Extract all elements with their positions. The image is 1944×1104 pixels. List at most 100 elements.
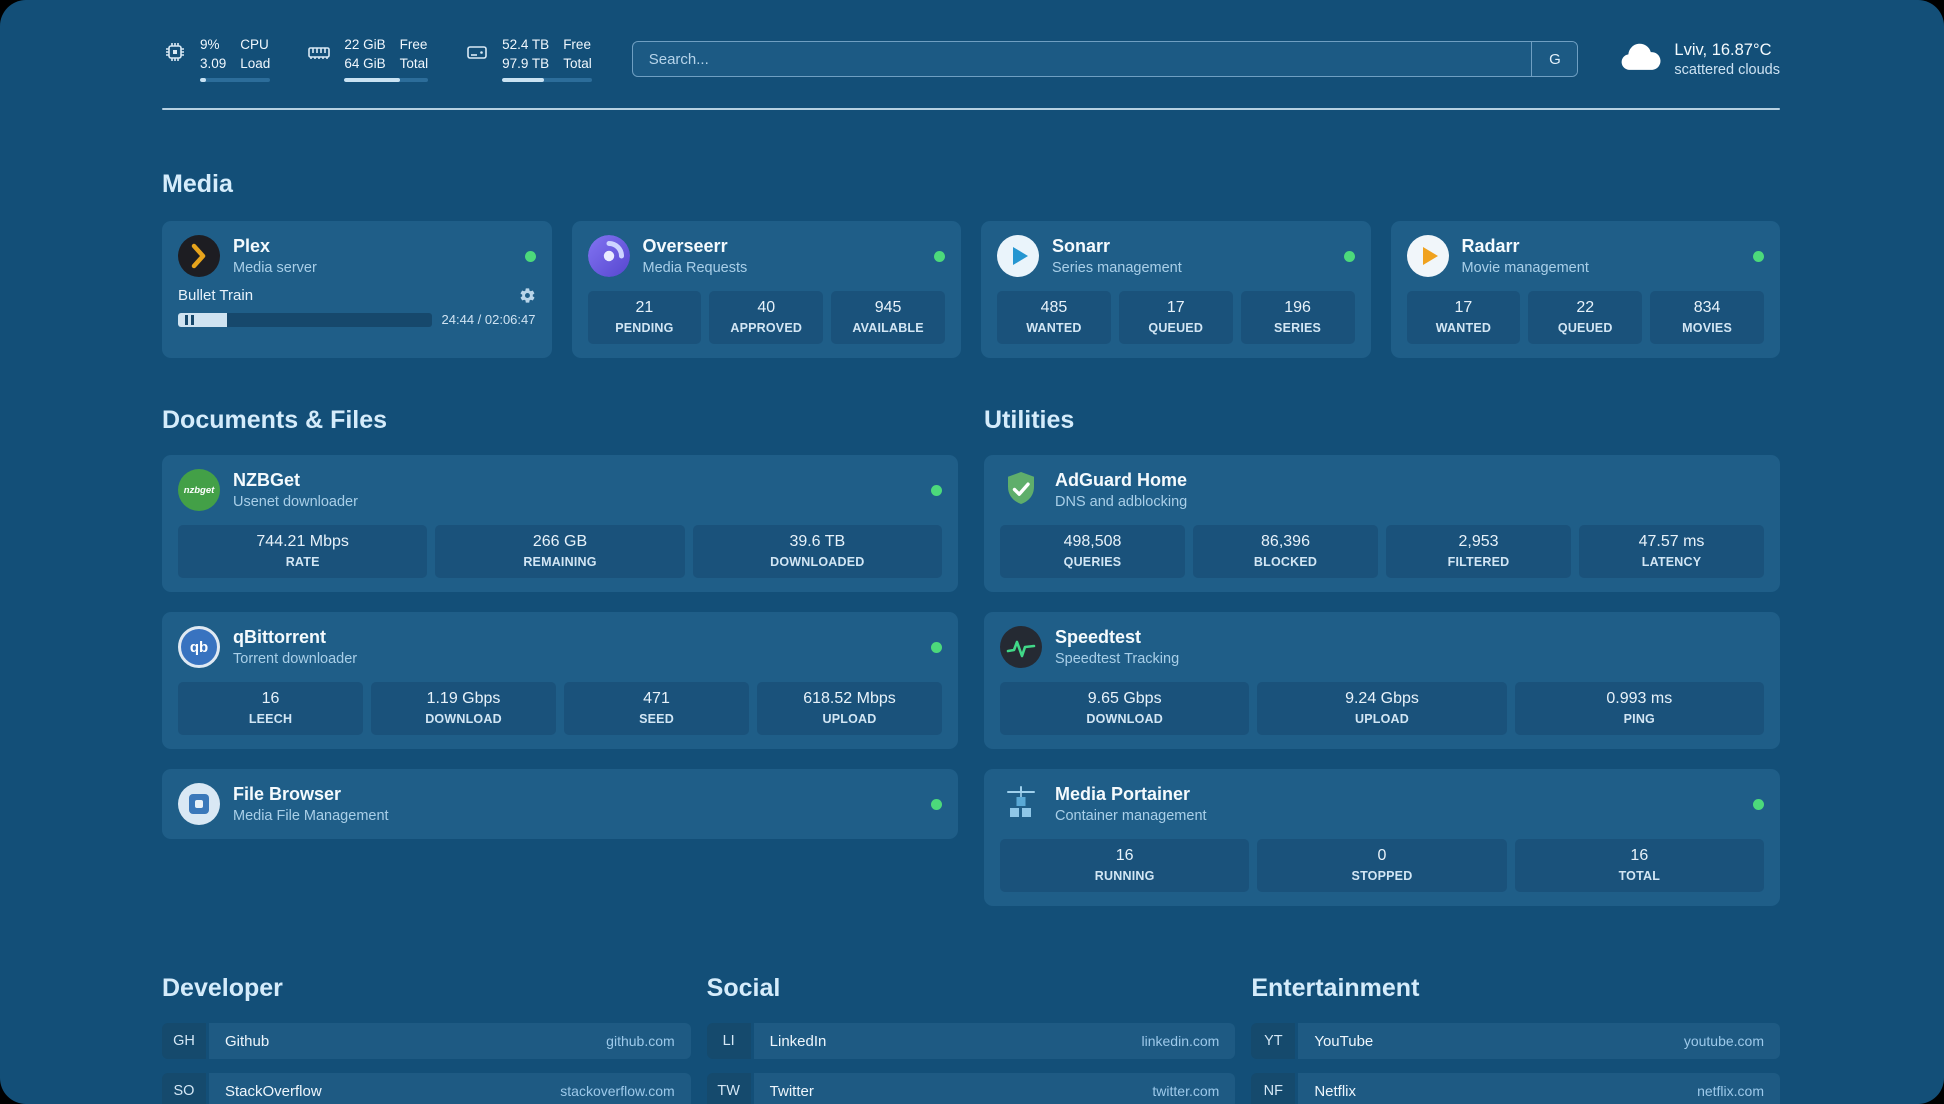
service-card-qbittorrent[interactable]: qb qBittorrent Torrent downloader 16 LEE… — [162, 612, 958, 750]
stat-value: 1.19 Gbps — [426, 690, 501, 708]
bookmark-linkedin[interactable]: LI LinkedIn linkedin.com — [706, 1023, 1236, 1060]
stat-value: 16 — [261, 690, 280, 708]
stat-label: WANTED — [1435, 321, 1492, 336]
stat-seed: 471 SEED — [564, 682, 749, 736]
cpu-chip-icon — [162, 39, 188, 70]
service-card-sonarr[interactable]: Sonarr Series management 485 WANTED 17 Q… — [981, 221, 1371, 359]
status-dot — [1343, 250, 1355, 262]
playback-progress-bar[interactable] — [178, 312, 432, 327]
stat-value: 618.52 Mbps — [803, 690, 896, 708]
service-subtitle: Media server — [233, 260, 317, 277]
stat-label: REMAINING — [523, 555, 597, 570]
stat-download: 9.65 Gbps DOWNLOAD — [1000, 682, 1250, 736]
cpu-load-average: 3.09 — [200, 55, 227, 71]
gear-icon[interactable] — [519, 287, 536, 304]
now-playing-title: Bullet Train — [178, 287, 254, 305]
stat-remaining: 266 GB REMAINING — [435, 525, 685, 579]
service-card-overseerr[interactable]: Overseerr Media Requests 21 PENDING 40 A… — [571, 221, 961, 359]
search-input[interactable] — [632, 42, 1532, 77]
service-name: File Browser — [233, 784, 342, 805]
bookmark-abbr: SO — [162, 1073, 206, 1104]
plex-icon — [178, 235, 220, 278]
memory-widget: 22 GiB Free 64 GiB Total — [306, 36, 429, 83]
stat-value: 22 — [1576, 299, 1595, 317]
stat-label: BLOCKED — [1253, 555, 1318, 570]
radarr-icon — [1406, 235, 1449, 278]
section-utilities: Utilities AdGuard Home DNS and adblocki — [984, 406, 1780, 907]
service-card-nzbget[interactable]: nzbget NZBGet Usenet downloader 744.21 M… — [162, 455, 958, 593]
stat-wanted: 17 WANTED — [1406, 291, 1521, 345]
stat-value: 16 — [1115, 847, 1134, 865]
section-social: Social LI LinkedIn linkedin.com TW Twitt… — [706, 974, 1236, 1104]
stat-value: 266 GB — [532, 533, 588, 551]
section-media: Media Plex Media server — [162, 170, 1780, 359]
stat-queued: 22 QUEUED — [1528, 291, 1643, 345]
bookmark-name: LinkedIn — [769, 1032, 827, 1050]
stat-label: WANTED — [1026, 321, 1082, 336]
service-card-radarr[interactable]: Radarr Movie management 17 WANTED 22 QUE… — [1390, 221, 1780, 359]
search-provider-button[interactable]: G — [1531, 42, 1578, 77]
bookmark-stackoverflow[interactable]: SO StackOverflow stackoverflow.com — [162, 1073, 691, 1104]
stat-value: 0 — [1377, 847, 1387, 865]
ram-icon — [306, 39, 332, 70]
cloud-icon — [1618, 42, 1662, 77]
stat-blocked: 86,396 BLOCKED — [1193, 525, 1378, 579]
service-card-portainer[interactable]: Media Portainer Container management 16 … — [984, 769, 1780, 907]
stat-label: APPROVED — [730, 321, 803, 336]
top-bar: 9% CPU 3.09 Load 22 GiB Fre — [0, 0, 1944, 83]
stat-upload: 618.52 Mbps UPLOAD — [757, 682, 942, 736]
stat-label: PING — [1623, 712, 1655, 727]
service-name: Radarr — [1461, 236, 1520, 257]
service-name: AdGuard Home — [1055, 470, 1188, 491]
memory-free-label: Free — [399, 37, 428, 52]
service-card-filebrowser[interactable]: File Browser Media File Management — [162, 769, 958, 840]
playback-time: 24:44 / 02:06:47 — [441, 312, 536, 328]
section-title-utilities: Utilities — [984, 406, 1075, 435]
cpu-label: CPU — [240, 37, 269, 52]
section-title-media: Media — [162, 170, 233, 199]
stat-label: DOWNLOAD — [1086, 712, 1163, 727]
disk-free-label: Free — [563, 37, 591, 52]
service-subtitle: Usenet downloader — [233, 494, 358, 511]
stat-label: RUNNING — [1094, 869, 1155, 884]
service-card-plex[interactable]: Plex Media server Bullet Train — [162, 221, 552, 359]
bookmark-url: netflix.com — [1697, 1083, 1764, 1100]
stat-upload: 9.24 Gbps UPLOAD — [1257, 682, 1507, 736]
bookmark-youtube[interactable]: YT YouTube youtube.com — [1251, 1023, 1780, 1060]
bookmark-url: twitter.com — [1152, 1083, 1220, 1100]
service-card-speedtest[interactable]: Speedtest Speedtest Tracking 9.65 Gbps D… — [984, 612, 1780, 750]
stat-queued: 17 QUEUED — [1118, 291, 1233, 345]
stat-rate: 744.21 Mbps RATE — [178, 525, 428, 579]
stat-wanted: 485 WANTED — [997, 291, 1111, 345]
bookmark-name: StackOverflow — [225, 1082, 322, 1100]
bookmark-netflix[interactable]: NF Netflix netflix.com — [1251, 1073, 1780, 1104]
bookmark-twitter[interactable]: TW Twitter twitter.com — [706, 1073, 1236, 1104]
stat-value: 9.65 Gbps — [1087, 690, 1162, 708]
stat-stopped: 0 STOPPED — [1257, 839, 1507, 893]
disk-free: 52.4 TB — [502, 37, 550, 52]
bookmark-name: Github — [225, 1032, 270, 1050]
service-card-adguard[interactable]: AdGuard Home DNS and adblocking 498,508 … — [984, 455, 1780, 593]
stat-value: 86,396 — [1261, 533, 1310, 551]
stat-downloaded: 39.6 TB DOWNLOADED — [692, 525, 942, 579]
search-bar[interactable]: G — [631, 41, 1579, 78]
pause-icon[interactable] — [185, 314, 194, 325]
stat-ping: 0.993 ms PING — [1514, 682, 1764, 736]
stat-value: 17 — [1166, 299, 1185, 317]
memory-progress-bar — [344, 78, 429, 83]
stat-label: UPLOAD — [1355, 712, 1409, 727]
stat-label: TOTAL — [1618, 869, 1661, 884]
service-subtitle: Torrent downloader — [233, 651, 358, 668]
disk-progress-bar — [502, 78, 592, 83]
section-title-social: Social — [706, 974, 781, 1003]
plex-now-playing: Bullet Train — [178, 287, 536, 327]
stat-filtered: 2,953 FILTERED — [1386, 525, 1571, 579]
portainer-crane-icon — [1000, 783, 1042, 825]
bookmark-url: linkedin.com — [1141, 1033, 1220, 1050]
sonarr-icon — [997, 235, 1039, 278]
system-widgets: 9% CPU 3.09 Load 22 GiB Fre — [162, 36, 592, 83]
stat-available: 945 AVAILABLE — [831, 291, 945, 345]
bookmark-github[interactable]: GH Github github.com — [162, 1023, 691, 1060]
service-name: Media Portainer — [1055, 784, 1191, 805]
stat-value: 40 — [757, 299, 776, 317]
